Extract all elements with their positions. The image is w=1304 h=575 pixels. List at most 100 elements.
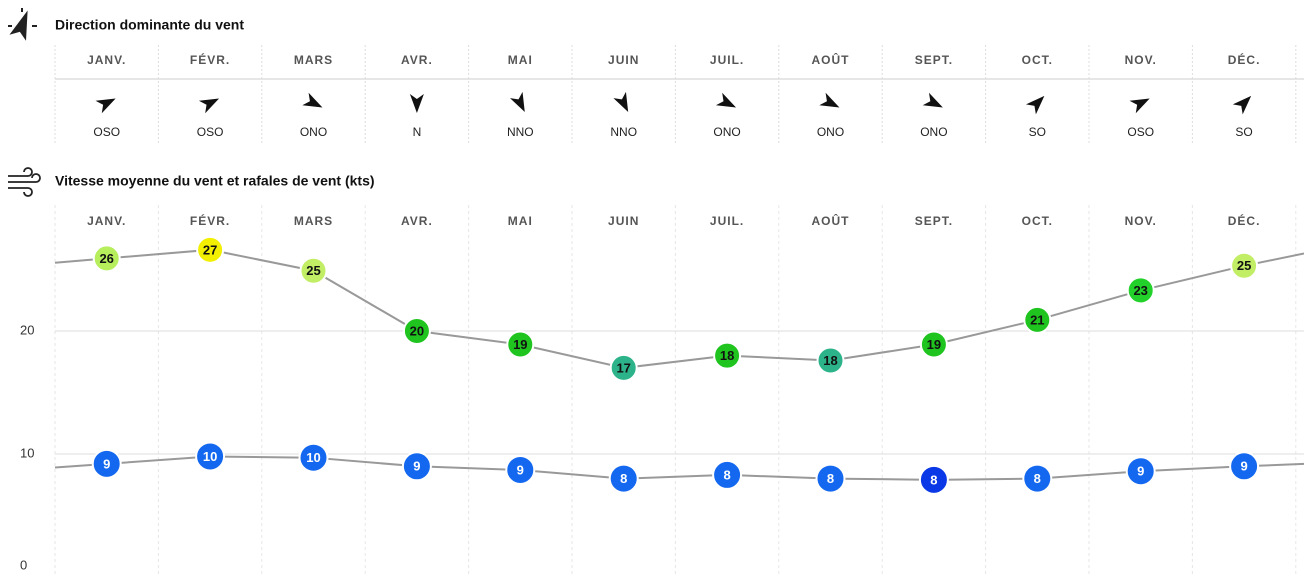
data-point (1126, 276, 1155, 305)
month-label: JUIL. (710, 214, 744, 228)
direction-arrow (409, 94, 424, 113)
direction-label: ONO (300, 125, 327, 139)
direction-label: SO (1029, 125, 1046, 139)
direction-arrow (922, 92, 943, 108)
data-point (816, 346, 845, 375)
month-label: SEPT. (915, 214, 953, 228)
data-point (918, 464, 949, 495)
month-label: MAI (508, 214, 533, 228)
data-point (815, 463, 846, 494)
value-label: 17 (616, 360, 630, 375)
month-label: AVR. (401, 214, 433, 228)
direction-label: ONO (817, 125, 844, 139)
value-label: 18 (720, 348, 734, 363)
month-label: OCT. (1022, 214, 1053, 228)
value-label: 25 (1237, 258, 1251, 273)
month-label: JUIN (608, 214, 639, 228)
direction-title: Direction dominante du vent (55, 17, 244, 33)
direction-arrow (1025, 95, 1045, 115)
direction-label: N (413, 125, 422, 139)
month-label: DÉC. (1228, 213, 1261, 228)
value-label: 23 (1133, 283, 1147, 298)
value-label: 10 (203, 449, 217, 464)
value-label: 9 (103, 456, 110, 471)
chart-title: Vitesse moyenne du vent et rafales de ve… (55, 173, 375, 189)
y-tick-label: 10 (20, 445, 34, 460)
data-point (712, 459, 743, 490)
month-label: JUIL. (710, 53, 744, 67)
series-line (106, 455, 1245, 481)
direction-label: NNO (507, 125, 534, 139)
month-label: MARS (294, 214, 333, 228)
month-label: FÉVR. (190, 213, 230, 228)
data-point (608, 463, 639, 494)
direction-arrow (715, 92, 737, 108)
month-label: AOÛT (812, 213, 850, 228)
data-point (506, 330, 535, 359)
month-label: AOÛT (812, 52, 850, 67)
value-label: 18 (823, 353, 837, 368)
direction-arrow (510, 91, 525, 112)
direction-arrow (1232, 95, 1252, 115)
data-point (92, 244, 121, 273)
direction-label: SO (1235, 125, 1252, 139)
data-point (1230, 251, 1259, 280)
value-label: 19 (927, 337, 941, 352)
data-point (1125, 456, 1156, 487)
data-point (91, 448, 122, 479)
data-point (299, 256, 328, 285)
data-point (609, 353, 638, 382)
data-point (919, 330, 948, 359)
month-label: DÉC. (1228, 52, 1261, 67)
y-tick-label: 0 (20, 557, 27, 572)
direction-arrow (95, 98, 116, 114)
value-label: 21 (1030, 312, 1044, 327)
direction-arrow (1129, 98, 1150, 114)
month-label: MARS (294, 53, 333, 67)
value-label: 10 (306, 450, 320, 465)
data-point (505, 454, 536, 485)
value-label: 8 (827, 471, 834, 486)
data-point (713, 341, 742, 370)
direction-label: OSO (197, 125, 224, 139)
month-label: MAI (508, 53, 533, 67)
y-tick-label: 20 (20, 322, 34, 337)
value-label: 25 (306, 263, 320, 278)
value-label: 9 (413, 459, 420, 474)
value-label: 9 (1137, 464, 1144, 479)
data-point (1023, 305, 1052, 334)
data-point (195, 441, 226, 472)
month-label: JANV. (87, 53, 126, 67)
month-label: JANV. (87, 214, 126, 228)
month-label: JUIN (608, 53, 639, 67)
data-point (401, 451, 432, 482)
direction-label: OSO (93, 125, 120, 139)
month-label: OCT. (1022, 53, 1053, 67)
wind-icon (8, 167, 41, 197)
value-label: 8 (1034, 471, 1041, 486)
direction-arrow (819, 92, 840, 108)
month-label: NOV. (1125, 53, 1157, 67)
value-label: 9 (517, 462, 524, 477)
month-label: FÉVR. (190, 52, 230, 67)
value-label: 20 (410, 323, 424, 338)
data-point (298, 442, 329, 473)
month-label: SEPT. (915, 53, 953, 67)
direction-label: ONO (920, 125, 947, 139)
data-point (402, 317, 431, 345)
value-label: 26 (99, 251, 113, 266)
value-label: 19 (513, 337, 527, 352)
series-line (106, 248, 1245, 369)
data-point (1022, 463, 1053, 494)
value-label: 8 (723, 467, 730, 482)
direction-label: NNO (610, 125, 637, 139)
value-label: 27 (203, 242, 217, 257)
data-point (1229, 451, 1260, 482)
compass-icon (8, 8, 37, 41)
direction-label: ONO (713, 125, 740, 139)
direction-label: OSO (1127, 125, 1154, 139)
month-label: AVR. (401, 53, 433, 67)
direction-arrow (302, 92, 323, 108)
direction-arrow (198, 98, 220, 114)
